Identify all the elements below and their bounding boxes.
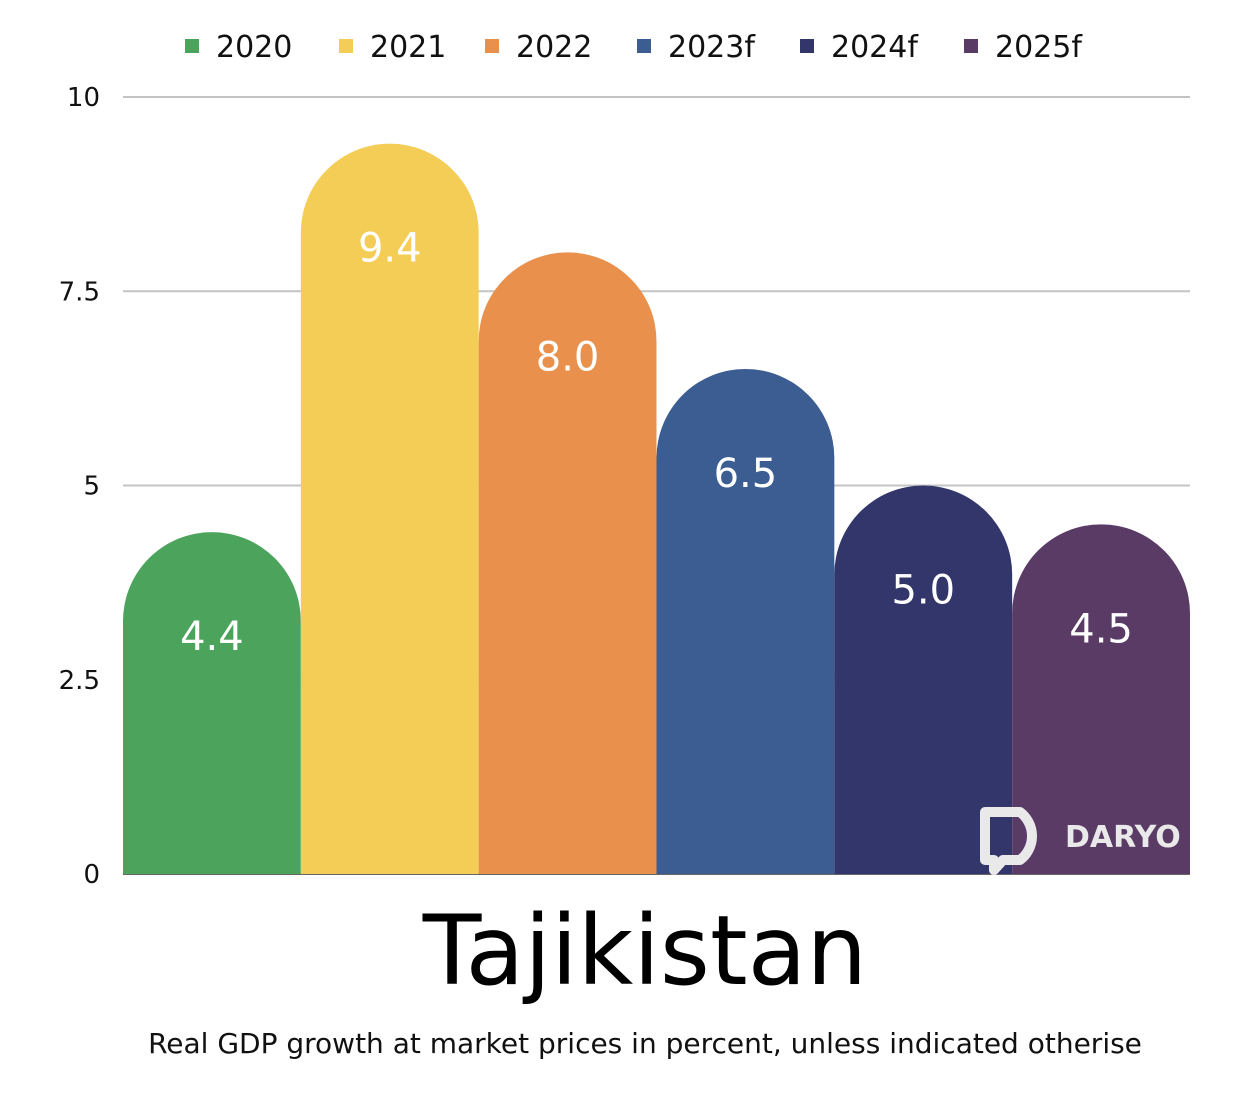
bar-2022 xyxy=(478,252,657,874)
legend-label-2022: 2022 xyxy=(516,30,592,65)
bar-2024f xyxy=(834,485,1013,874)
value-label-2023f: 6.5 xyxy=(714,451,778,497)
y-tick-label: 0 xyxy=(83,860,100,890)
y-tick-label: 10 xyxy=(67,83,100,113)
value-label-2024f: 5.0 xyxy=(891,568,955,614)
bar-2025f xyxy=(1012,524,1190,874)
value-labels: 4.4 9.4 8.0 6.5 5.0 4.5 xyxy=(180,226,1133,661)
bar-2023f xyxy=(656,368,835,874)
chart-title: Tajikistan xyxy=(422,895,868,1007)
y-tick-label: 5 xyxy=(83,472,100,502)
legend-label-2024f: 2024f xyxy=(831,30,919,65)
y-axis-ticks: 0 2.5 5 7.5 10 xyxy=(59,83,100,890)
bar-2021 xyxy=(300,143,479,874)
legend-swatch-2022 xyxy=(485,39,499,53)
legend-swatch-2020 xyxy=(185,39,199,53)
chart-subtitle: Real GDP growth at market prices in perc… xyxy=(148,1027,1142,1060)
legend-swatch-2025f xyxy=(964,39,978,53)
value-label-2025f: 4.5 xyxy=(1069,606,1133,652)
legend-label-2021: 2021 xyxy=(370,30,446,65)
legend-swatch-2021 xyxy=(339,39,353,53)
legend-label-2023f: 2023f xyxy=(668,30,756,65)
legend-label-2025f: 2025f xyxy=(995,30,1083,65)
y-tick-label: 7.5 xyxy=(59,277,100,307)
daryo-logo-icon xyxy=(980,807,1037,875)
value-label-2021: 9.4 xyxy=(358,226,422,272)
legend: 2020 2021 2022 2023f 2024f 2025f xyxy=(185,30,1083,65)
watermark-text: DARYO xyxy=(1065,820,1181,855)
legend-swatch-2024f xyxy=(800,39,814,53)
bar-2020 xyxy=(123,532,301,874)
watermark: DARYO xyxy=(980,807,1181,875)
value-label-2020: 4.4 xyxy=(180,614,244,660)
value-label-2022: 8.0 xyxy=(536,334,600,380)
legend-swatch-2023f xyxy=(637,39,651,53)
y-tick-label: 2.5 xyxy=(59,666,100,696)
legend-label-2020: 2020 xyxy=(216,30,292,65)
bars xyxy=(123,143,1190,874)
